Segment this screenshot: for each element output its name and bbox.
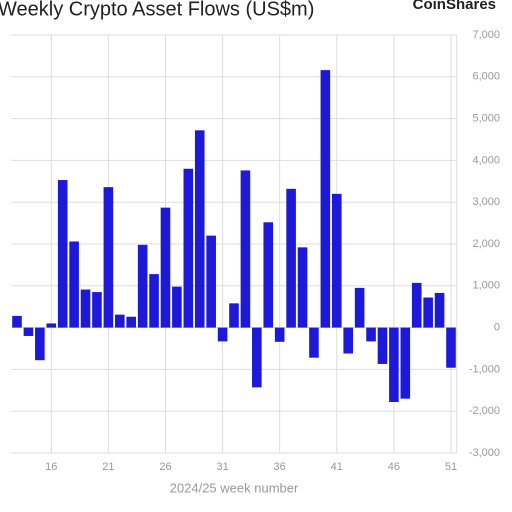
bar (320, 70, 331, 328)
x-tick-label: 16 (45, 461, 57, 473)
bar (274, 327, 285, 342)
bar (411, 282, 422, 328)
bar (46, 323, 57, 328)
bar (377, 327, 388, 364)
bar (194, 130, 205, 328)
bar (446, 327, 456, 368)
bar (229, 303, 239, 328)
bar (343, 327, 354, 354)
x-tick-label: 31 (216, 461, 228, 473)
bar (183, 168, 194, 328)
y-tick-label: 5,000 (472, 113, 500, 125)
bar (286, 188, 296, 328)
bar (240, 170, 251, 328)
chart-title: Weekly Crypto Asset Flows (US$m) (0, 0, 314, 20)
y-tick-label: -2,000 (469, 405, 500, 417)
bar (12, 315, 22, 328)
bar (57, 180, 68, 328)
y-tick-label: 1,000 (472, 280, 500, 292)
x-tick-label: 36 (274, 461, 286, 473)
bar (263, 222, 274, 328)
bar (423, 297, 433, 328)
bar (114, 314, 125, 328)
y-tick-label: 2,000 (472, 238, 500, 250)
bar (389, 327, 399, 403)
bar (69, 241, 79, 328)
y-tick-label: 6,000 (472, 71, 500, 83)
bar (206, 235, 216, 328)
y-tick-label: 4,000 (472, 154, 500, 166)
x-tick-label: 51 (445, 461, 457, 473)
bar (103, 187, 114, 328)
bar (149, 274, 159, 328)
y-tick-label: -3,000 (469, 447, 500, 459)
x-tick-label: 26 (159, 461, 171, 473)
bar (309, 327, 319, 358)
bar (252, 327, 262, 388)
bar (331, 193, 342, 328)
bar (297, 247, 308, 328)
bar (35, 327, 45, 361)
bar (434, 292, 445, 328)
bar (80, 289, 91, 328)
bar (217, 327, 228, 342)
y-tick-label: 0 (494, 322, 500, 334)
bar (23, 327, 34, 336)
bar (160, 207, 171, 328)
bar (366, 327, 376, 342)
logo: CoinShares (413, 0, 496, 13)
bar (126, 316, 137, 328)
y-tick-label: -1,000 (469, 363, 500, 375)
bar (137, 244, 148, 328)
bar (354, 287, 365, 328)
x-tick-label: 41 (331, 461, 343, 473)
x-axis-label: 2024/25 week number (170, 480, 299, 495)
bar (92, 292, 102, 328)
y-tick-label: 7,000 (472, 29, 500, 41)
y-tick-label: 3,000 (472, 196, 500, 208)
bar (400, 327, 411, 399)
x-tick-label: 21 (102, 461, 114, 473)
x-tick-label: 46 (388, 461, 400, 473)
bar (172, 286, 182, 328)
